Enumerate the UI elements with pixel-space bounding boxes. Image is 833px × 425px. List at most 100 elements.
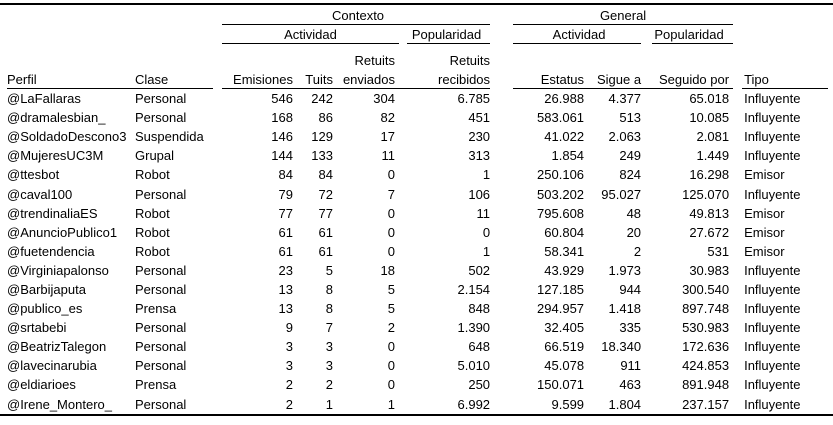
cell-seguido-por: 2.081 bbox=[696, 129, 730, 145]
group-header-row: Contexto General bbox=[0, 4, 833, 25]
cell-sigue-a: 911 bbox=[620, 358, 642, 374]
subgroup-general-actividad: Actividad bbox=[513, 25, 645, 44]
cell-retuits-recibidos: 6.992 bbox=[457, 396, 491, 412]
table-row: @publico_es Prensa 13 8 5 848 294.957 1.418 897.… bbox=[0, 299, 833, 318]
cell-perfil: @AnuncioPublico1 bbox=[7, 224, 118, 240]
cell-seguido-por: 65.018 bbox=[689, 91, 730, 107]
cell-tipo: Influyente bbox=[744, 301, 801, 317]
cell-tipo: Influyente bbox=[744, 358, 801, 374]
cell-tuits: 84 bbox=[318, 167, 333, 183]
cell-clase: Grupal bbox=[135, 148, 175, 164]
cell-seguido-por: 237.157 bbox=[682, 396, 730, 412]
cell-retuits-enviados: 7 bbox=[387, 186, 395, 202]
cell-tuits: 8 bbox=[325, 301, 333, 317]
column-spacer bbox=[494, 184, 513, 203]
column-spacer bbox=[494, 44, 513, 89]
subgroup-general-popularidad: Popularidad bbox=[645, 25, 734, 44]
cell-seguido-por: 10.085 bbox=[689, 110, 730, 126]
subgroup-header-empty-right bbox=[742, 25, 833, 44]
cell-sigue-a: 463 bbox=[619, 377, 642, 393]
cell-retuits-enviados: 0 bbox=[387, 377, 395, 393]
cell-clase: Prensa bbox=[135, 301, 177, 317]
cell-retuits-enviados: 0 bbox=[387, 339, 395, 355]
cell-seguido-por: 125.070 bbox=[682, 186, 730, 202]
cell-tuits: 8 bbox=[325, 281, 333, 297]
cell-tipo: Influyente bbox=[744, 281, 801, 297]
cell-retuits-recibidos: 5.010 bbox=[457, 358, 491, 374]
column-spacer bbox=[733, 261, 742, 280]
column-header-seguido-por: Seguido por bbox=[645, 44, 734, 89]
cell-emisiones: 61 bbox=[278, 243, 293, 259]
cell-sigue-a: 2 bbox=[633, 243, 642, 259]
cell-clase: Personal bbox=[135, 339, 187, 355]
cell-sigue-a: 48 bbox=[626, 205, 642, 221]
column-spacer bbox=[494, 337, 513, 356]
column-spacer bbox=[733, 108, 742, 127]
cell-seguido-por: 891.948 bbox=[682, 377, 730, 393]
profiles-table: Contexto General Actividad Popularidad A… bbox=[0, 3, 833, 416]
cell-retuits-recibidos: 848 bbox=[468, 301, 491, 317]
cell-tuits: 77 bbox=[318, 205, 333, 221]
subgroup-contexto-actividad: Actividad bbox=[222, 25, 399, 44]
cell-tuits: 242 bbox=[311, 91, 333, 107]
cell-retuits-enviados: 0 bbox=[387, 224, 395, 240]
table-body: @LaFallaras Personal 546 242 304 6.785 26.988 4… bbox=[0, 89, 833, 415]
table-header: Contexto General Actividad Popularidad A… bbox=[0, 4, 833, 89]
column-spacer bbox=[494, 108, 513, 127]
cell-estatus: 150.071 bbox=[537, 377, 585, 393]
cell-sigue-a: 249 bbox=[619, 148, 642, 164]
cell-estatus: 250.106 bbox=[537, 167, 585, 183]
cell-estatus: 127.185 bbox=[537, 281, 585, 297]
cell-perfil: @SoldadoDescono3 bbox=[7, 129, 127, 145]
cell-retuits-recibidos: 451 bbox=[468, 110, 491, 126]
column-spacer bbox=[733, 204, 742, 223]
column-spacer bbox=[733, 146, 742, 165]
cell-sigue-a: 513 bbox=[619, 110, 642, 126]
cell-tipo: Influyente bbox=[744, 148, 801, 164]
cell-emisiones: 2 bbox=[285, 377, 293, 393]
cell-clase: Personal bbox=[135, 110, 187, 126]
table-row: @MujeresUC3M Grupal 144 133 11 313 1.854 249 1.4… bbox=[0, 146, 833, 165]
cell-clase: Personal bbox=[135, 396, 187, 412]
column-header-retuits-recibidos-line1: Retuits bbox=[449, 53, 491, 68]
column-spacer bbox=[494, 89, 513, 108]
table-row: @dramalesbian_ Personal 168 86 82 451 583.061 5… bbox=[0, 108, 833, 127]
cell-estatus: 41.022 bbox=[544, 129, 585, 145]
cell-tuits: 3 bbox=[325, 358, 333, 374]
cell-seguido-por: 424.853 bbox=[682, 358, 730, 374]
cell-perfil: @Irene_Montero_ bbox=[7, 396, 112, 412]
table-row: @caval100 Personal 79 72 7 106 503.202 95.027 12… bbox=[0, 184, 833, 203]
cell-retuits-enviados: 0 bbox=[387, 167, 395, 183]
table-row: @Barbijaputa Personal 13 8 5 2.154 127.185 944 3… bbox=[0, 280, 833, 299]
cell-clase: Prensa bbox=[135, 377, 177, 393]
cell-retuits-enviados: 304 bbox=[373, 91, 395, 107]
cell-perfil: @trendinaliaES bbox=[7, 205, 98, 221]
cell-clase: Suspendida bbox=[135, 129, 204, 145]
cell-perfil: @caval100 bbox=[7, 186, 73, 202]
table-row: @Virginiapalonso Personal 23 5 18 502 43.929 1.… bbox=[0, 261, 833, 280]
cell-retuits-enviados: 1 bbox=[387, 396, 395, 412]
column-spacer bbox=[733, 356, 742, 375]
cell-retuits-recibidos: 250 bbox=[468, 377, 491, 393]
column-spacer bbox=[733, 395, 742, 415]
cell-perfil: @srtabebi bbox=[7, 320, 67, 336]
column-spacer bbox=[733, 223, 742, 242]
cell-retuits-recibidos: 1 bbox=[482, 167, 491, 183]
cell-seguido-por: 897.748 bbox=[682, 301, 730, 317]
cell-perfil: @Virginiapalonso bbox=[7, 262, 109, 278]
column-header-estatus: Estatus bbox=[513, 44, 589, 89]
cell-seguido-por: 49.813 bbox=[689, 205, 730, 221]
cell-retuits-enviados: 82 bbox=[380, 110, 395, 126]
cell-clase: Personal bbox=[135, 281, 187, 297]
group-header-empty-left bbox=[0, 4, 222, 25]
cell-emisiones: 61 bbox=[278, 224, 293, 240]
cell-seguido-por: 531 bbox=[707, 243, 730, 259]
cell-retuits-enviados: 17 bbox=[380, 129, 395, 145]
cell-estatus: 583.061 bbox=[537, 110, 585, 126]
cell-perfil: @MujeresUC3M bbox=[7, 148, 104, 164]
cell-emisiones: 77 bbox=[278, 205, 293, 221]
cell-tuits: 133 bbox=[311, 148, 333, 164]
column-spacer bbox=[494, 280, 513, 299]
cell-tuits: 2 bbox=[325, 377, 333, 393]
cell-tipo: Emisor bbox=[744, 243, 785, 259]
